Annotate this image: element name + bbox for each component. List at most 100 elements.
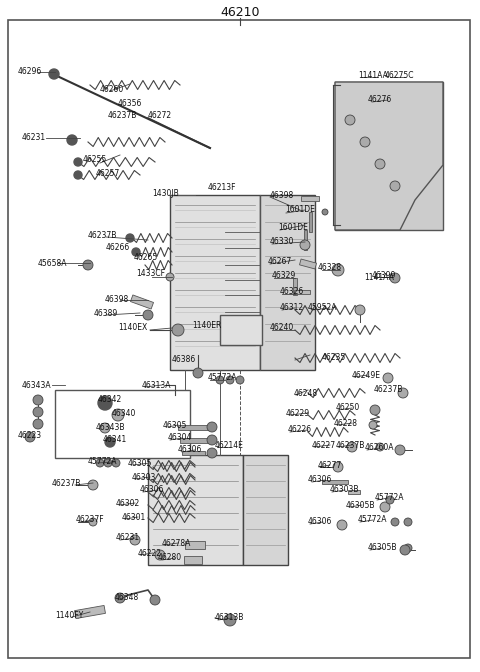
Text: 46303: 46303	[132, 472, 156, 482]
Circle shape	[130, 535, 140, 545]
Text: 1140FY: 1140FY	[55, 610, 83, 620]
Text: 46348: 46348	[115, 593, 139, 603]
Text: 46248: 46248	[294, 388, 318, 398]
Bar	[243, 455, 288, 565]
Text: 1140ER: 1140ER	[192, 321, 221, 329]
Polygon shape	[182, 451, 205, 455]
Text: 46398: 46398	[270, 190, 294, 200]
Circle shape	[33, 407, 43, 417]
Circle shape	[105, 437, 115, 447]
Text: 45772A: 45772A	[208, 374, 238, 382]
Circle shape	[112, 459, 120, 467]
Circle shape	[300, 240, 310, 250]
Circle shape	[355, 305, 365, 315]
Text: 46235: 46235	[322, 353, 346, 362]
Circle shape	[236, 376, 244, 384]
Text: 46313A: 46313A	[142, 380, 171, 390]
Bar	[55, 390, 190, 458]
Circle shape	[395, 445, 405, 455]
Circle shape	[172, 324, 184, 336]
Text: 46389: 46389	[94, 308, 118, 317]
Polygon shape	[303, 230, 307, 250]
Circle shape	[132, 248, 140, 256]
Text: 46306: 46306	[308, 517, 332, 526]
Circle shape	[337, 520, 347, 530]
Text: 46276: 46276	[368, 95, 392, 105]
Text: 1141AA: 1141AA	[358, 71, 388, 79]
Circle shape	[332, 264, 344, 276]
Circle shape	[207, 422, 217, 432]
Text: 46272: 46272	[148, 110, 172, 120]
Text: 46301: 46301	[122, 513, 146, 521]
Text: 46312: 46312	[280, 304, 304, 312]
Text: 46278A: 46278A	[162, 538, 192, 548]
Circle shape	[369, 421, 377, 429]
Circle shape	[112, 409, 124, 421]
Circle shape	[193, 368, 203, 378]
Text: 46343B: 46343B	[96, 423, 125, 431]
Circle shape	[226, 376, 234, 384]
Circle shape	[386, 496, 394, 504]
Text: 46305B: 46305B	[346, 501, 375, 509]
Text: 46249E: 46249E	[352, 370, 381, 380]
Text: 1141AA: 1141AA	[364, 274, 394, 282]
Circle shape	[25, 432, 35, 442]
Circle shape	[380, 502, 390, 512]
Text: 46341: 46341	[103, 435, 127, 444]
Text: 46329: 46329	[272, 271, 296, 280]
Text: 46231: 46231	[22, 134, 46, 142]
Circle shape	[98, 396, 112, 410]
Text: 46313B: 46313B	[215, 614, 244, 622]
Polygon shape	[335, 82, 443, 230]
Text: 45658A: 45658A	[38, 259, 68, 267]
Polygon shape	[309, 212, 312, 232]
Text: 45952A: 45952A	[308, 304, 337, 312]
Circle shape	[347, 442, 357, 452]
Text: 1430JB: 1430JB	[152, 189, 179, 198]
Text: 46257: 46257	[96, 169, 120, 179]
Text: 46386: 46386	[172, 355, 196, 364]
Text: 46266: 46266	[106, 243, 130, 253]
Circle shape	[115, 593, 125, 603]
Text: 45772A: 45772A	[375, 493, 405, 503]
Text: 46303B: 46303B	[330, 485, 360, 495]
Circle shape	[360, 137, 370, 147]
Text: 46260A: 46260A	[365, 444, 395, 452]
Bar	[185, 541, 205, 549]
Text: 46305B: 46305B	[368, 544, 397, 552]
Text: 46213F: 46213F	[208, 183, 237, 192]
Text: 46340: 46340	[112, 409, 136, 417]
Circle shape	[400, 545, 410, 555]
Circle shape	[74, 158, 82, 166]
Polygon shape	[322, 480, 348, 484]
Circle shape	[126, 234, 134, 242]
Text: 45772A: 45772A	[88, 458, 118, 466]
Circle shape	[83, 260, 93, 270]
Polygon shape	[180, 437, 208, 442]
Text: 46231: 46231	[116, 534, 140, 542]
Circle shape	[104, 459, 112, 467]
Bar	[335, 82, 443, 230]
Circle shape	[375, 159, 385, 169]
Text: 45772A: 45772A	[358, 515, 387, 525]
Text: 46398: 46398	[105, 296, 129, 304]
Text: 46226: 46226	[288, 425, 312, 435]
Text: 46255: 46255	[83, 155, 107, 165]
Circle shape	[33, 395, 43, 405]
Circle shape	[376, 443, 384, 451]
Circle shape	[143, 310, 153, 320]
Circle shape	[155, 550, 165, 560]
Circle shape	[74, 171, 82, 179]
Text: 46237B: 46237B	[374, 386, 403, 394]
Circle shape	[33, 419, 43, 429]
Text: 46250: 46250	[336, 403, 360, 413]
Circle shape	[88, 480, 98, 490]
Text: 46260: 46260	[100, 85, 124, 95]
Text: 46214E: 46214E	[215, 441, 244, 450]
Circle shape	[345, 115, 355, 125]
Text: 46326: 46326	[280, 288, 304, 296]
Polygon shape	[294, 290, 310, 294]
Bar	[148, 455, 243, 565]
Text: 46356: 46356	[118, 99, 143, 108]
Text: 46223: 46223	[18, 431, 42, 439]
